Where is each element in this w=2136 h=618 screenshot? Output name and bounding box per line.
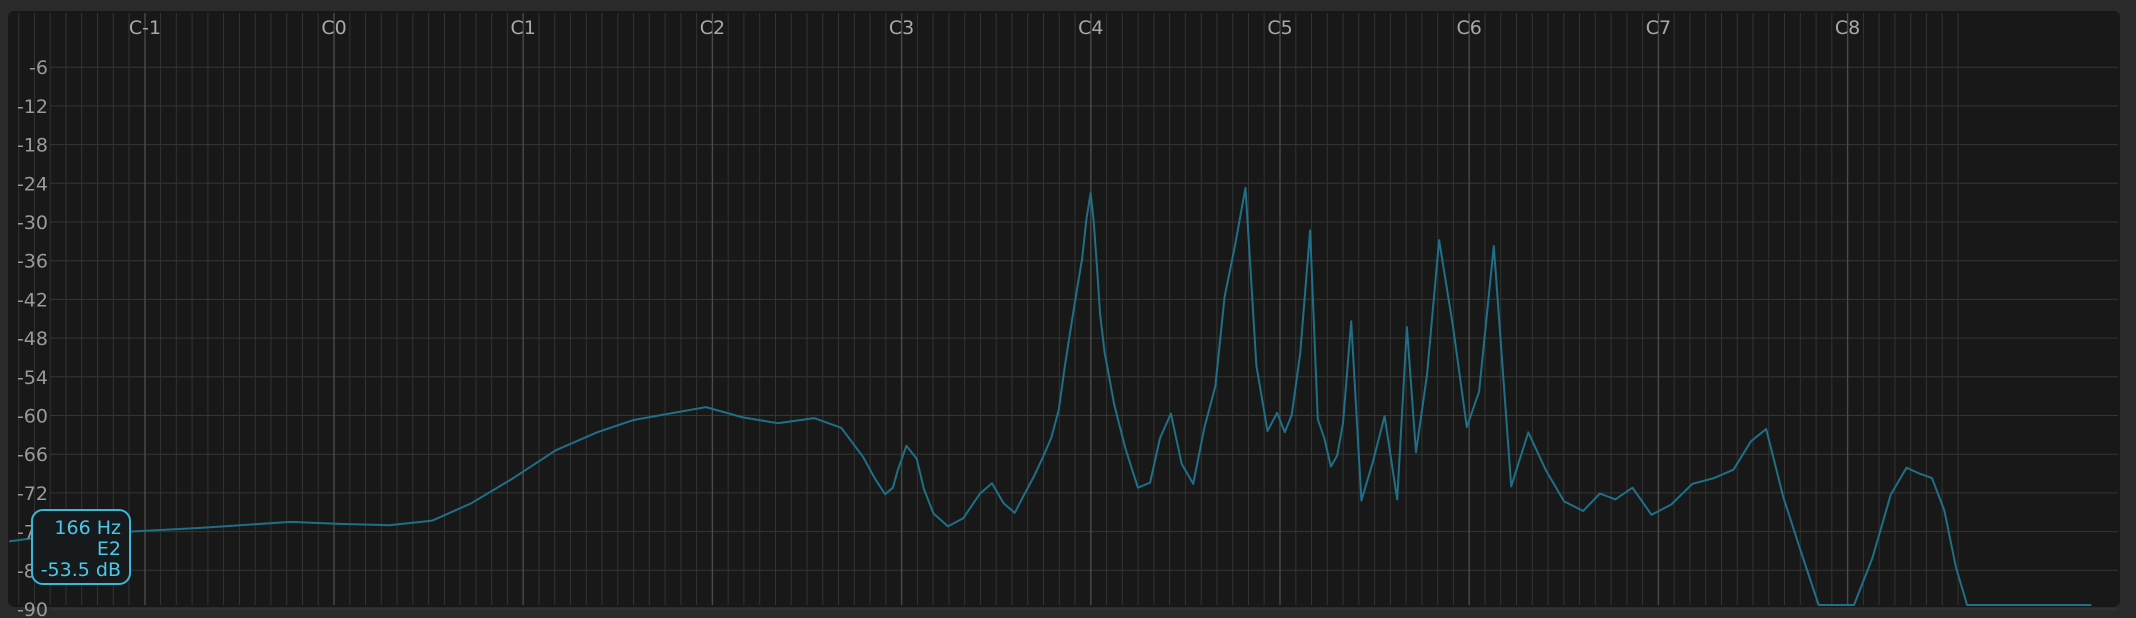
note-tick-label: C2: [700, 17, 725, 39]
db-tick-label: -18: [17, 135, 48, 157]
plot-background: [8, 11, 2120, 607]
db-tick-label: -60: [17, 406, 48, 428]
note-tick-label: C8: [1835, 17, 1860, 39]
note-tick-label: C4: [1078, 17, 1103, 39]
readout-level: -53.5 dB: [40, 559, 121, 581]
note-tick-label: C6: [1457, 17, 1482, 39]
minor-grid: [18, 13, 1959, 605]
db-tick-label: -6: [29, 57, 48, 79]
db-tick-label: -48: [17, 328, 48, 350]
spectrum-line: [9, 186, 2092, 606]
note-tick-label: C3: [889, 17, 914, 39]
readout-frequency: 166 Hz: [54, 517, 121, 539]
note-tick-label: C0: [321, 17, 346, 39]
readout-note: E2: [96, 538, 121, 560]
note-tick-label: C7: [1646, 17, 1671, 39]
db-tick-label: -30: [17, 212, 48, 234]
db-tick-label: -12: [17, 96, 48, 118]
db-tick-label: -54: [17, 367, 48, 389]
db-tick-label: -42: [17, 289, 48, 311]
note-tick-label: C1: [511, 17, 536, 39]
cursor-readout: 166 Hz E2 -53.5 dB: [31, 509, 131, 585]
db-tick-label: -90: [17, 599, 48, 618]
spectrum-series: [9, 186, 2092, 606]
db-tick-label: -36: [17, 251, 48, 273]
db-tick-label: -66: [17, 444, 48, 466]
db-tick-label: -24: [17, 173, 48, 195]
note-axis-labels: C-1 C0 C1 C2 C3 C4 C5 C6 C7 C8: [129, 17, 1860, 39]
major-grid: [50, 13, 2118, 610]
db-tick-label: -72: [17, 483, 48, 505]
note-tick-label: C5: [1267, 17, 1292, 39]
note-tick-label: C-1: [129, 17, 161, 39]
